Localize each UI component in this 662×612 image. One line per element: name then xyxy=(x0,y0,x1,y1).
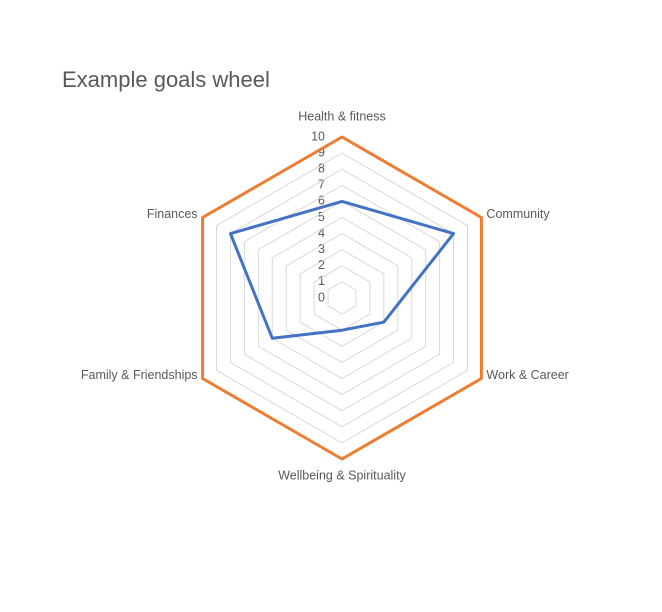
r-tick-label: 2 xyxy=(318,258,325,272)
series-line xyxy=(228,199,456,340)
grid-line xyxy=(299,249,385,347)
grid-line xyxy=(257,200,427,396)
r-tick-label: 6 xyxy=(318,194,325,208)
r-tick-label: 1 xyxy=(318,274,325,288)
r-tick-label: 7 xyxy=(318,178,325,192)
category-label: Community xyxy=(486,207,550,221)
grid-line xyxy=(243,184,441,412)
category-label: Finances xyxy=(147,207,198,221)
r-tick-label: 4 xyxy=(318,226,325,240)
grid-line xyxy=(327,281,357,315)
r-tick-label: 8 xyxy=(318,161,325,175)
r-tick-label: 10 xyxy=(311,129,325,143)
grid-line xyxy=(285,233,399,363)
r-tick-label: 9 xyxy=(318,145,325,159)
category-label: Wellbeing & Spirituality xyxy=(278,468,406,482)
category-label: Family & Friendships xyxy=(81,368,198,382)
grid-line xyxy=(216,152,468,444)
r-tick-label: 5 xyxy=(318,210,325,224)
chart-title: Example goals wheel xyxy=(62,67,270,92)
r-tick-label: 0 xyxy=(318,290,325,304)
grid-line xyxy=(271,216,413,380)
r-tick-label: 3 xyxy=(318,242,325,256)
grid-line xyxy=(229,168,455,428)
category-label: Health & fitness xyxy=(298,109,386,123)
series-line xyxy=(201,135,483,461)
category-label: Work & Career xyxy=(486,368,568,382)
